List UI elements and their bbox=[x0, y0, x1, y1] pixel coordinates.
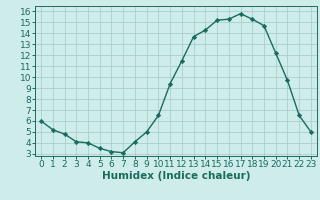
X-axis label: Humidex (Indice chaleur): Humidex (Indice chaleur) bbox=[102, 171, 250, 181]
